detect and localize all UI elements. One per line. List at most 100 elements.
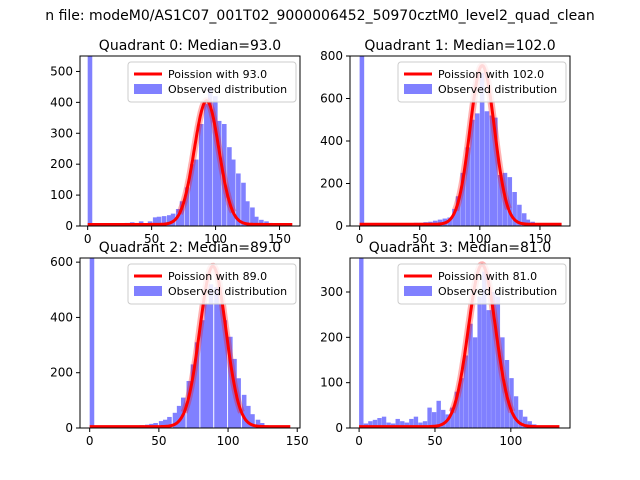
- histogram-bars: [359, 258, 546, 428]
- legend: Poission with 102.0 Observed distribution: [397, 61, 567, 103]
- y-tick-label: 400: [50, 95, 73, 109]
- subplot-quadrant-3: 0 50 100 0 100 200 300 Quadrant 3: Median=81.0 P…: [320, 240, 571, 448]
- subplot-title: Quadrant 0: Median=93.0: [99, 38, 281, 54]
- histogram-bar: [482, 271, 487, 428]
- histogram-bar: [468, 323, 473, 428]
- histogram-bar: [227, 147, 232, 226]
- axes-frame: [79, 55, 301, 227]
- y-tick-label: 400: [50, 310, 73, 324]
- histogram-bar: [87, 56, 93, 226]
- histogram-bar: [463, 355, 469, 428]
- y-tick-label: 100: [320, 376, 343, 390]
- x-tick-label: 50: [144, 232, 159, 246]
- histogram-bar: [431, 412, 437, 428]
- histogram-bar: [450, 407, 455, 428]
- legend-observed-label: Observed distribution: [438, 83, 557, 96]
- histogram-bar: [176, 405, 182, 428]
- histogram-bar: [161, 216, 167, 226]
- x-tick-label: 0: [356, 232, 364, 246]
- histogram-bar: [513, 396, 519, 428]
- legend-fit-label: Poission with 89.0: [168, 270, 267, 283]
- histogram-bar: [527, 421, 532, 428]
- histogram-bar: [232, 358, 237, 428]
- histogram-bar: [509, 378, 514, 428]
- histogram-bar: [89, 258, 95, 428]
- histogram-bar: [158, 421, 164, 428]
- histogram-bar: [470, 119, 475, 226]
- y-tick-label: 200: [50, 157, 73, 171]
- histogram-bar: [193, 159, 199, 226]
- histogram-bar: [472, 337, 478, 428]
- poisson-fit-line: [358, 263, 561, 428]
- histogram-bar: [475, 113, 480, 226]
- histogram-bar: [179, 201, 185, 226]
- x-tick-label: 50: [151, 434, 166, 448]
- legend: Poission with 89.0 Observed distribution: [127, 263, 297, 305]
- legend-observed-swatch: [404, 286, 432, 296]
- histogram-bar: [245, 201, 250, 226]
- legend-observed-label: Observed distribution: [438, 285, 557, 298]
- histogram-bar: [241, 182, 246, 226]
- histogram-bar: [521, 213, 527, 226]
- histogram-bar: [200, 320, 205, 428]
- x-tick-label: 50: [427, 434, 442, 448]
- y-tick-label: 200: [320, 330, 343, 344]
- axes-frame: [349, 257, 571, 429]
- histogram-bar: [236, 173, 241, 226]
- histogram-bar: [204, 103, 209, 226]
- legend-box: [397, 263, 567, 305]
- y-tick-label: 800: [320, 49, 343, 63]
- legend-observed-swatch: [134, 84, 162, 94]
- x-tick-label: 100: [499, 434, 522, 448]
- y-tick-label: 0: [335, 219, 343, 233]
- poisson-fit-line: [88, 264, 292, 428]
- subplot-title: Quadrant 3: Median=81.0: [369, 240, 551, 256]
- axes-frame: [79, 257, 301, 429]
- subplot-quadrant-1: 0 50 100 150 0 200 400 600 800 Quadrant 1: Median…: [320, 38, 571, 246]
- histogram-bar: [441, 409, 446, 428]
- histogram-bar: [517, 204, 522, 226]
- histogram-bar: [372, 419, 378, 428]
- y-tick-label: 500: [50, 64, 73, 78]
- histogram-bar: [228, 336, 233, 428]
- histogram-bar: [198, 124, 204, 226]
- histogram-bar: [166, 215, 172, 226]
- histogram-bar: [377, 418, 382, 428]
- histogram-bar: [493, 117, 498, 226]
- histogram-bar: [368, 421, 373, 428]
- histogram-bar: [213, 96, 218, 226]
- x-tick-label: 0: [84, 232, 92, 246]
- histogram-bar: [452, 209, 457, 226]
- histogram-bar: [359, 258, 364, 428]
- histogram-bar: [486, 310, 491, 428]
- subplot-title: Quadrant 2: Median=89.0: [99, 240, 281, 256]
- histogram-bar: [230, 159, 236, 226]
- legend-observed-label: Observed distribution: [168, 83, 287, 96]
- histogram-bar: [422, 421, 428, 428]
- histogram-bar: [246, 405, 251, 428]
- legend-fit-label: Poission with 93.0: [168, 68, 267, 81]
- x-tick-label: 100: [468, 232, 491, 246]
- y-tick-label: 200: [50, 366, 73, 380]
- histogram-bar: [186, 381, 192, 428]
- histogram-bar: [184, 187, 190, 226]
- y-tick-label: 0: [65, 219, 73, 233]
- histogram-bar: [250, 414, 255, 428]
- histogram-bars: [89, 258, 279, 428]
- histogram-bar: [359, 56, 365, 226]
- y-tick-label: 300: [320, 285, 343, 299]
- legend-observed-label: Observed distribution: [168, 285, 287, 298]
- histogram-bar: [459, 378, 464, 428]
- subplot-title: Quadrant 1: Median=102.0: [364, 38, 555, 54]
- histogram-bar: [194, 342, 200, 428]
- y-tick-label: 0: [65, 421, 73, 435]
- histogram-bar: [222, 320, 228, 428]
- y-tick-label: 600: [320, 92, 343, 106]
- histogram-bar: [216, 120, 222, 226]
- poisson-fit-line: [358, 64, 563, 226]
- figure-title: n file: modeM0/AS1C07_001T02_9000006452_…: [45, 8, 594, 24]
- histogram-bar: [190, 164, 195, 226]
- histogram-bar: [253, 216, 259, 226]
